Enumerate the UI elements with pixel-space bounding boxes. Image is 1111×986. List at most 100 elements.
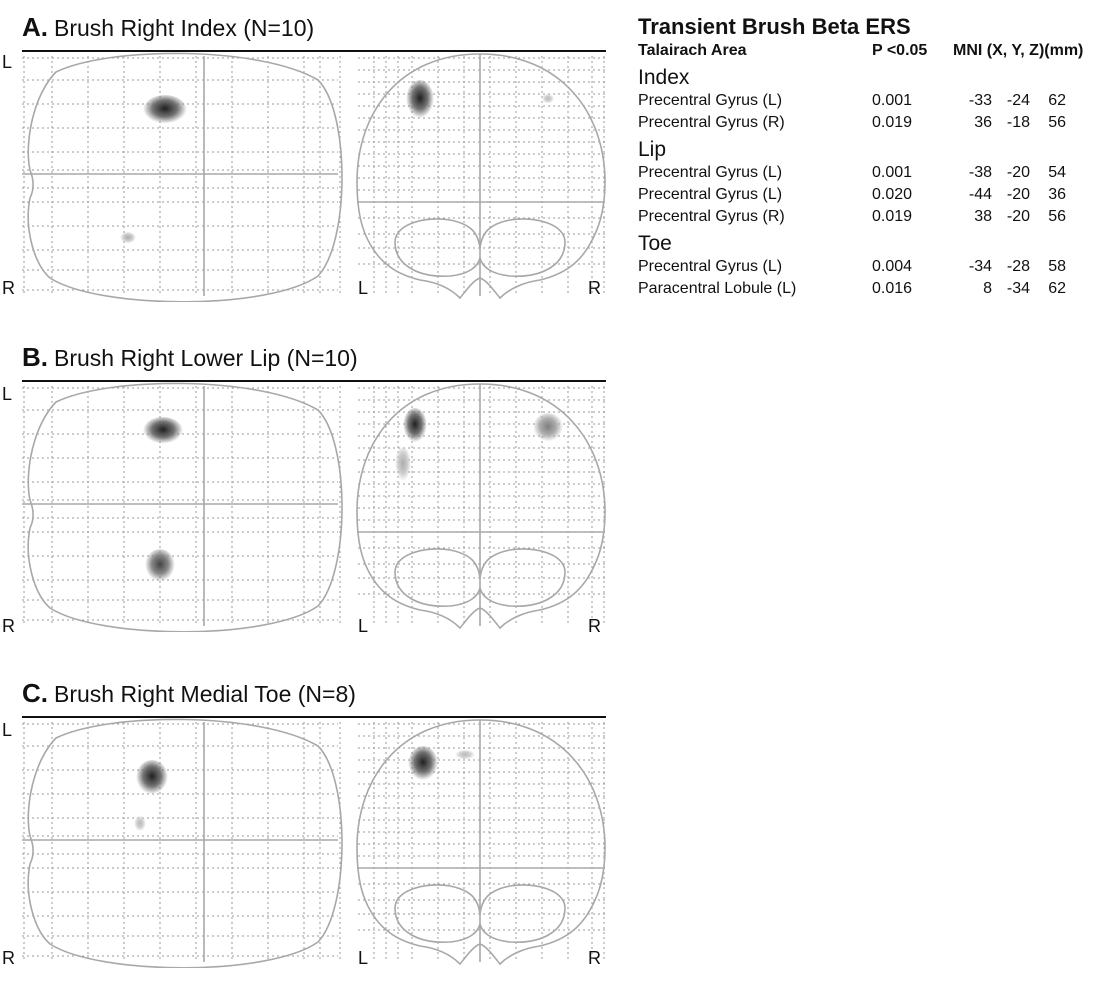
sagittal-activation-blob <box>143 95 187 125</box>
section-label: Toe <box>638 232 672 255</box>
cell-z: 56 <box>1048 208 1066 225</box>
panel-title: A. Brush Right Index (N=10) <box>22 12 314 43</box>
coronal-activation-blob <box>408 746 438 782</box>
panel-a: A. Brush Right Index (N=10) L R L R <box>0 8 610 320</box>
glass-brain-views <box>22 718 606 968</box>
cerebellum-outline <box>394 218 566 277</box>
cell-area: Precentral Gyrus (R) <box>638 114 785 131</box>
cell-z: 54 <box>1048 164 1066 181</box>
cell-p-value: 0.004 <box>872 258 913 275</box>
table-row: Precentral Gyrus (R) 0.019 38 -20 56 <box>638 208 1108 230</box>
cell-z: 62 <box>1048 280 1066 297</box>
panel-title-text: Brush Right Medial Toe (N=8) <box>54 681 356 707</box>
header-area: Talairach Area <box>638 42 747 59</box>
coronal-activation-blob <box>455 750 475 760</box>
panel-title: B. Brush Right Lower Lip (N=10) <box>22 342 358 373</box>
cell-p-value: 0.016 <box>872 280 913 297</box>
orientation-label-right: R <box>588 616 601 636</box>
orientation-label-right: R <box>2 616 15 636</box>
cell-x: -34 <box>968 258 992 275</box>
sagittal-brain-outline <box>27 718 343 968</box>
coronal-activation-blob <box>406 80 434 120</box>
orientation-label-left: L <box>2 720 13 740</box>
table-header: Talairach Area P <0.05 MNI (X, Y, Z)(mm) <box>638 42 1108 64</box>
section-label: Lip <box>638 138 667 161</box>
header-mni: MNI (X, Y, Z)(mm) <box>953 42 1084 59</box>
orientation-label-right: R <box>588 278 601 298</box>
cell-z: 62 <box>1048 92 1066 109</box>
table-row: Paracentral Lobule (L) 0.016 8 -34 62 <box>638 280 1108 302</box>
table-body: Index Precentral Gyrus (L) 0.001 -33 -24 62 Pr… <box>638 66 1108 302</box>
orientation-label-left: L <box>2 52 13 72</box>
coronal-activation-blob <box>542 94 554 104</box>
cell-y: -20 <box>1006 186 1030 203</box>
table-row: Precentral Gyrus (L) 0.020 -44 -20 36 <box>638 186 1108 208</box>
cell-z: 36 <box>1048 186 1066 203</box>
coronal-activation-blob <box>533 413 563 443</box>
title-rule <box>22 380 606 382</box>
section-label: Index <box>638 66 690 89</box>
orientation-label-right: R <box>2 948 15 968</box>
cell-x: -38 <box>968 164 992 181</box>
cell-y: -24 <box>1006 92 1030 109</box>
cell-area: Precentral Gyrus (L) <box>638 186 783 203</box>
sagittal-brain-outline <box>27 52 343 302</box>
glass-brain-views <box>22 382 606 632</box>
panel-title: C. Brush Right Medial Toe (N=8) <box>22 678 356 709</box>
panel-letter: B. <box>22 342 48 372</box>
panel-b: B. Brush Right Lower Lip (N=10) L R L R <box>0 338 610 650</box>
header-p: P <0.05 <box>872 42 928 59</box>
cell-x: 8 <box>983 280 992 297</box>
cell-p-value: 0.019 <box>872 208 913 225</box>
orientation-label-left: L <box>358 616 369 636</box>
cell-x: -33 <box>968 92 992 109</box>
grid-lines <box>22 386 605 624</box>
cell-area: Precentral Gyrus (L) <box>638 258 783 275</box>
panel-letter: C. <box>22 678 48 708</box>
grid-lines <box>22 722 605 960</box>
cell-x: 38 <box>974 208 992 225</box>
cell-x: 36 <box>974 114 992 131</box>
cell-y: -20 <box>1006 208 1030 225</box>
orientation-label-right: R <box>2 278 15 298</box>
cell-area: Precentral Gyrus (R) <box>638 208 785 225</box>
orientation-label-left: L <box>358 948 369 968</box>
table-row: Precentral Gyrus (L) 0.001 -33 -24 62 <box>638 92 1108 114</box>
cell-y: -18 <box>1006 114 1030 131</box>
cell-y: -20 <box>1006 164 1030 181</box>
sagittal-activation-blob <box>143 417 183 445</box>
coronal-activation-blob <box>403 408 427 444</box>
cell-z: 58 <box>1048 258 1066 275</box>
orientation-label-left: L <box>358 278 369 298</box>
cell-area: Precentral Gyrus (L) <box>638 92 783 109</box>
panel-title-text: Brush Right Index (N=10) <box>54 15 315 41</box>
panel-title-text: Brush Right Lower Lip (N=10) <box>54 345 358 371</box>
orientation-label-left: L <box>2 384 13 404</box>
cell-p-value: 0.001 <box>872 92 913 109</box>
orientation-label-right: R <box>588 948 601 968</box>
table-title: Transient Brush Beta ERS <box>638 14 911 39</box>
cell-z: 56 <box>1048 114 1066 131</box>
sagittal-activation-blob <box>145 549 175 583</box>
cell-p-value: 0.001 <box>872 164 913 181</box>
grid-lines <box>22 56 605 294</box>
table-row: Precentral Gyrus (L) 0.001 -38 -20 54 <box>638 164 1108 186</box>
title-rule <box>22 50 606 52</box>
sagittal-activation-blob <box>120 232 136 244</box>
cell-area: Precentral Gyrus (L) <box>638 164 783 181</box>
cell-p-value: 0.020 <box>872 186 913 203</box>
glass-brain-views <box>22 52 606 302</box>
table-row: Precentral Gyrus (L) 0.004 -34 -28 58 <box>638 258 1108 280</box>
sagittal-activation-blob <box>136 760 168 796</box>
cell-x: -44 <box>968 186 992 203</box>
panel-letter: A. <box>22 12 48 42</box>
panel-c: C. Brush Right Medial Toe (N=8) L R L R <box>0 674 610 986</box>
table-row: Precentral Gyrus (R) 0.019 36 -18 56 <box>638 114 1108 136</box>
results-table: Transient Brush Beta ERS Talairach Area … <box>638 14 1108 302</box>
cerebellum-outline <box>394 884 566 943</box>
sagittal-brain-outline <box>27 382 343 632</box>
cell-y: -28 <box>1006 258 1030 275</box>
cell-area: Paracentral Lobule (L) <box>638 280 797 297</box>
cell-y: -34 <box>1006 280 1030 297</box>
sagittal-activation-blob <box>134 816 146 832</box>
